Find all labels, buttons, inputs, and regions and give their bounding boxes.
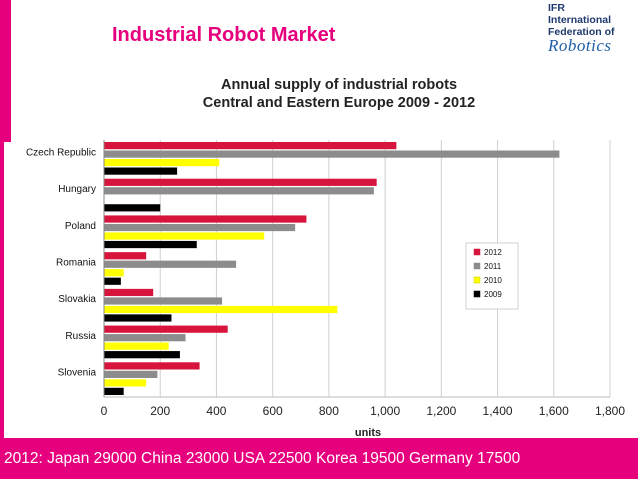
bar-2012: [104, 215, 307, 223]
x-tick-label: 800: [319, 404, 339, 418]
x-tick-label: 1,800: [595, 404, 625, 418]
bar-2009: [104, 314, 172, 322]
bar-2009: [104, 204, 161, 212]
bar-2009: [104, 351, 180, 359]
bar-2010: [104, 269, 124, 277]
x-tick-label: 1,400: [483, 404, 513, 418]
bar-2010: [104, 232, 265, 240]
logo-line-ifr: IFR: [548, 2, 565, 14]
chart-x-axis: 0 200 400 600 800 1,000 1,200 1,400 1,600 1,800: [101, 396, 625, 418]
legend-label-2010: 2010: [484, 276, 502, 285]
category-label: Poland: [65, 221, 96, 232]
x-axis-label: units: [355, 427, 381, 439]
x-tick-label: 1,600: [539, 404, 569, 418]
chart-y-axis: Czech Republic Hungary Poland Romania Slovak…: [26, 140, 105, 397]
legend-swatch-2012: [473, 248, 481, 256]
chart-grid: [103, 140, 611, 397]
chart-bars: [104, 142, 560, 395]
x-tick-label: 1,200: [426, 404, 456, 418]
x-tick-label: 200: [150, 404, 170, 418]
legend-swatch-2009: [473, 290, 481, 298]
x-tick-label: 0: [101, 404, 108, 418]
x-tick-label: 600: [263, 404, 283, 418]
category-label: Slovakia: [58, 294, 96, 305]
category-label: Czech Republic: [26, 147, 96, 158]
bar-2010: [104, 342, 169, 350]
bar-2011: [104, 260, 237, 268]
bar-2010: [104, 379, 147, 387]
bar-2009: [104, 277, 121, 285]
legend-swatch-2010: [473, 276, 481, 284]
bar-2009: [104, 240, 197, 249]
bar-2011: [104, 223, 296, 232]
bar-2011: [104, 370, 158, 378]
accent-bar-left-thin: [0, 142, 4, 438]
chart-title-line1: Annual supply of industrial robots: [220, 77, 458, 93]
footer-bar: [0, 438, 638, 479]
bar-2012: [104, 325, 228, 333]
bar-2011: [104, 297, 223, 305]
footer-text: 2012: Japan 29000 China 23000 USA 22500 …: [4, 450, 521, 467]
bar-2012: [104, 252, 147, 260]
logo-line-federation: Federation of: [548, 26, 615, 38]
legend-swatch-2011: [473, 262, 481, 270]
legend-box: [465, 242, 519, 310]
category-label: Hungary: [58, 184, 96, 195]
x-tick-label: 400: [206, 404, 226, 418]
category-label: Slovenia: [58, 368, 97, 379]
category-label: Romania: [56, 258, 96, 269]
ifr-logo: IFR International Federation of Robotics: [548, 2, 634, 66]
bar-2012: [104, 178, 377, 186]
bar-2011: [104, 334, 186, 342]
bar-2012: [104, 142, 397, 150]
logo-line-robotics: Robotics: [548, 36, 612, 55]
bar-2010: [104, 305, 338, 314]
logo-line-international: International: [548, 14, 612, 26]
category-label: Russia: [65, 331, 96, 342]
bar-2009: [104, 167, 178, 175]
bar-2011: [104, 187, 374, 195]
bar-chart: Czech Republic Hungary Poland Romania Slovak…: [26, 140, 625, 439]
x-tick-label: 1,000: [370, 404, 400, 418]
bar-2009: [104, 387, 124, 395]
bar-2010: [104, 159, 220, 167]
accent-bar-left: [0, 0, 11, 142]
chart-title-line2: Central and Eastern Europe 2009 - 2012: [202, 95, 476, 111]
legend-label-2011: 2011: [484, 262, 502, 271]
page-title: Industrial Robot Market: [112, 24, 336, 46]
bar-2012: [104, 288, 154, 297]
legend-label-2009: 2009: [484, 290, 502, 299]
legend-label-2012: 2012: [484, 248, 502, 257]
chart-legend: 2012 2011 2010 2009: [465, 242, 519, 310]
bar-2012: [104, 362, 200, 370]
bar-2011: [104, 150, 560, 158]
